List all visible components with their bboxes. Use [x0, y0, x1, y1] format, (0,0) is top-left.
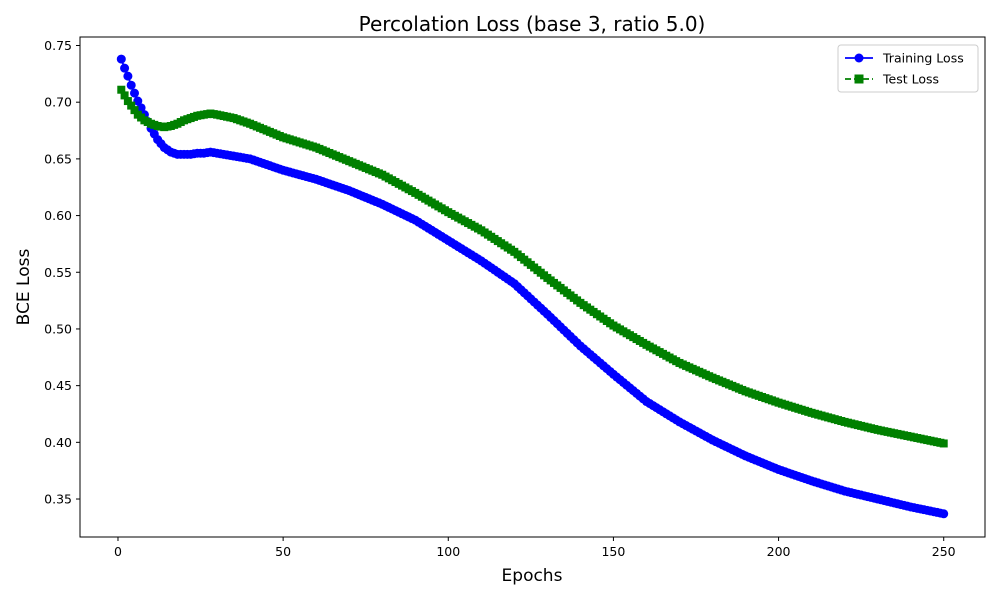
data-point: [939, 509, 949, 519]
y-tick-label: 0.75: [44, 38, 72, 53]
y-tick-label: 0.55: [44, 265, 72, 280]
y-tick-label: 0.65: [44, 151, 72, 166]
data-point: [123, 97, 132, 106]
y-axis: 0.35 0.40 0.45 0.50 0.55 0.60 0.65 0.70 0.75: [44, 38, 80, 507]
data-point: [126, 80, 136, 90]
data-point: [116, 54, 126, 64]
series-line: [120, 58, 944, 515]
y-tick-label: 0.50: [44, 321, 72, 336]
x-tick-label: 50: [275, 544, 291, 559]
x-axis: 0 50 100 150 200 250: [114, 537, 956, 559]
legend-item-test: Test Loss: [845, 72, 939, 87]
x-tick-label: 150: [601, 544, 625, 559]
x-tick-label: 0: [114, 544, 122, 559]
data-point: [117, 85, 126, 94]
plot-frame: [79, 36, 986, 538]
data-point: [133, 96, 143, 106]
data-point: [130, 88, 139, 98]
y-tick-label: 0.45: [44, 378, 72, 393]
data-point: [123, 71, 133, 81]
y-tick-label: 0.35: [44, 492, 72, 507]
legend-label-test: Test Loss: [882, 72, 939, 87]
plot-area: [79, 36, 986, 538]
data-point: [939, 439, 948, 448]
y-tick-label: 0.60: [44, 208, 72, 223]
data-point: [120, 63, 130, 73]
legend-marker-training: [854, 53, 864, 63]
y-tick-label: 0.70: [44, 95, 72, 110]
legend: Training Loss Test Loss: [837, 44, 979, 93]
legend-item-training: Training Loss: [845, 51, 964, 66]
y-tick-label: 0.40: [44, 435, 72, 450]
data-point: [127, 101, 136, 110]
y-axis-title: BCE Loss: [14, 249, 34, 326]
legend-box: [837, 44, 979, 93]
x-tick-label: 100: [436, 544, 460, 559]
x-tick-label: 250: [932, 544, 956, 559]
legend-label-training: Training Loss: [882, 51, 964, 66]
x-tick-label: 200: [767, 544, 791, 559]
series-test-loss: [117, 85, 948, 448]
data-point: [130, 106, 139, 115]
chart-title: Percolation Loss (base 3, ratio 5.0): [359, 12, 706, 36]
legend-marker-test: [854, 74, 864, 84]
series-training-loss: [116, 54, 949, 519]
data-point: [136, 103, 146, 113]
x-axis-title: Epochs: [502, 566, 563, 586]
data-point: [120, 91, 129, 100]
